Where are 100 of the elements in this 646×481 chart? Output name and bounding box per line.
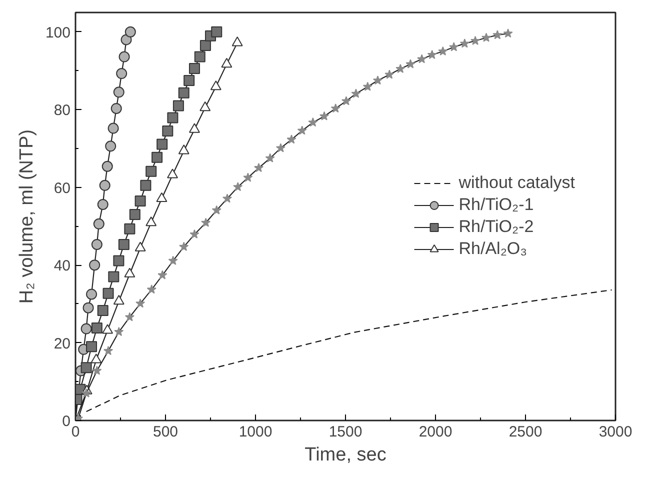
point <box>188 62 200 74</box>
x-tick-label: 500 <box>152 424 178 440</box>
point <box>168 256 178 265</box>
point <box>427 50 437 59</box>
y-tick-label: 80 <box>54 102 71 120</box>
x-tick-label: 1000 <box>238 424 272 440</box>
point <box>80 323 92 334</box>
point <box>118 238 130 250</box>
y-tick-label: 60 <box>54 180 71 197</box>
point <box>190 229 200 239</box>
point <box>222 194 232 203</box>
point <box>297 126 307 135</box>
point <box>243 172 253 182</box>
point <box>254 162 264 172</box>
point <box>156 138 168 150</box>
point <box>460 38 470 48</box>
point <box>136 298 146 308</box>
legend-label: Rh/TiO₂-2 <box>458 217 534 237</box>
y-tick-label: 0 <box>62 413 70 430</box>
point <box>102 288 114 299</box>
point <box>212 205 222 214</box>
point <box>286 134 296 144</box>
point <box>178 87 190 98</box>
point <box>146 284 156 294</box>
point <box>118 51 130 62</box>
x-axis-title: Time, sec <box>304 444 386 466</box>
line-series <box>86 289 612 412</box>
point <box>82 388 92 398</box>
point <box>105 140 116 152</box>
point <box>319 111 330 120</box>
point <box>372 76 382 85</box>
point <box>470 36 480 46</box>
point <box>146 216 157 226</box>
point <box>90 354 102 364</box>
point <box>211 26 222 38</box>
point <box>481 32 492 42</box>
point <box>162 126 174 137</box>
point <box>134 242 146 252</box>
x-tick-label: 2000 <box>418 424 452 440</box>
point <box>184 75 195 86</box>
point <box>351 88 361 98</box>
point <box>503 28 513 38</box>
point <box>167 112 178 124</box>
point <box>232 36 243 46</box>
point <box>92 366 102 375</box>
point <box>102 324 114 334</box>
point <box>188 123 200 133</box>
point <box>103 346 114 356</box>
point <box>93 218 104 230</box>
x-tick-label: 1500 <box>328 424 362 440</box>
point <box>97 198 108 210</box>
point <box>200 101 211 112</box>
point <box>308 117 318 127</box>
point <box>449 42 459 52</box>
point <box>113 255 124 266</box>
point <box>167 168 178 178</box>
point <box>156 192 168 202</box>
point <box>152 152 163 163</box>
point <box>276 143 286 152</box>
point <box>438 46 448 56</box>
point <box>113 294 124 305</box>
point <box>102 160 113 172</box>
point <box>116 68 128 79</box>
point <box>179 242 189 251</box>
point <box>178 144 190 154</box>
point <box>91 238 102 250</box>
point <box>124 312 134 322</box>
point <box>221 58 232 68</box>
point <box>129 209 140 220</box>
point <box>417 54 427 64</box>
point <box>265 153 275 162</box>
y-tick-label: 40 <box>54 258 71 275</box>
point <box>158 270 168 280</box>
point <box>124 26 136 38</box>
point <box>99 180 110 191</box>
point <box>108 122 119 134</box>
point <box>233 182 243 192</box>
legend-label: without catalyst <box>458 173 575 193</box>
point <box>146 166 157 177</box>
point <box>97 305 108 316</box>
point <box>210 80 222 90</box>
point <box>362 82 372 91</box>
y-tick-label: 20 <box>54 335 71 352</box>
point <box>406 59 416 68</box>
point <box>200 40 211 52</box>
point <box>110 102 122 114</box>
point <box>172 100 184 112</box>
point <box>134 195 146 206</box>
x-tick-label: 3000 <box>598 424 632 440</box>
point <box>86 341 98 352</box>
y-axis-title: H₂ volume, ml (NTP) <box>16 129 38 304</box>
point <box>384 70 394 79</box>
y-tick-label: 100 <box>45 24 71 42</box>
point <box>82 302 94 314</box>
legend-label: Rh/Al₂O₃ <box>458 239 528 259</box>
point <box>114 326 124 336</box>
point <box>201 218 211 227</box>
point <box>86 288 98 300</box>
point <box>140 180 152 191</box>
point <box>80 362 92 374</box>
